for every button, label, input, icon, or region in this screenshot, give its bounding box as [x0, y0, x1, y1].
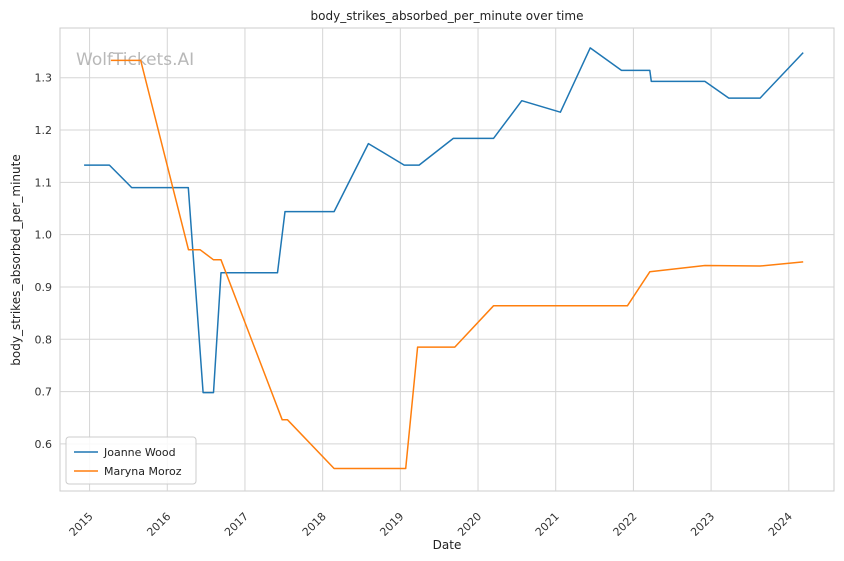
- y-tick-label: 1.1: [35, 176, 53, 189]
- legend-label-maryna-moroz: Maryna Moroz: [104, 465, 182, 478]
- series-layer: [84, 47, 804, 470]
- x-tick-label: 2024: [766, 510, 795, 539]
- y-tick-label: 1.0: [35, 229, 53, 242]
- y-tick-label: 1.2: [35, 124, 53, 137]
- x-tick-label: 2018: [300, 510, 329, 539]
- x-tick-label: 2019: [377, 510, 406, 539]
- y-tick-label: 1.3: [35, 72, 53, 85]
- x-tick-label: 2022: [611, 510, 640, 539]
- x-tick-label: 2017: [222, 510, 251, 539]
- series-line-maryna-moroz: [110, 59, 804, 470]
- legend: Joanne Wood Maryna Moroz: [65, 436, 197, 485]
- x-tick-label: 2016: [144, 510, 173, 539]
- x-axis-ticks: 2015 2016 2017 2018 2019 2020 2021 2022 2023 2024: [67, 510, 795, 539]
- x-tick-label: 2020: [455, 510, 484, 539]
- series-line-joanne-wood: [84, 47, 804, 394]
- y-tick-label: 0.9: [35, 281, 53, 294]
- y-tick-label: 0.6: [35, 438, 53, 451]
- y-axis-title: body_strikes_absorbed_per_minute: [9, 154, 23, 365]
- x-tick-label: 2021: [533, 510, 562, 539]
- x-axis-title: Date: [433, 538, 462, 552]
- chart-title: body_strikes_absorbed_per_minute over ti…: [311, 9, 584, 23]
- x-tick-label: 2015: [67, 510, 96, 539]
- legend-label-joanne-wood: Joanne Wood: [103, 446, 176, 459]
- x-tick-label: 2023: [688, 510, 717, 539]
- legend-box: [65, 436, 197, 485]
- plot-area: [59, 27, 835, 492]
- grid-lines: [60, 28, 834, 491]
- y-tick-label: 0.7: [35, 386, 53, 399]
- y-axis-ticks: 0.6 0.7 0.8 0.9 1.0 1.1 1.2 1.3: [35, 72, 53, 451]
- y-tick-label: 0.8: [35, 333, 53, 346]
